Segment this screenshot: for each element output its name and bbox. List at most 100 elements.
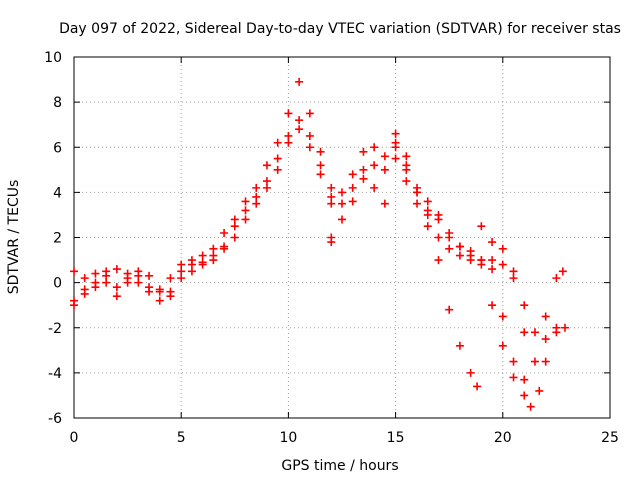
data-point	[338, 215, 346, 224]
data-point	[155, 285, 164, 294]
data-point	[262, 161, 271, 170]
data-point	[413, 183, 422, 192]
data-point	[91, 269, 100, 278]
data-point	[509, 357, 518, 366]
data-point	[455, 242, 464, 251]
data-point	[252, 192, 261, 201]
data-point	[359, 165, 368, 174]
data-point	[413, 199, 422, 208]
series-track-d	[327, 129, 561, 344]
data-point	[498, 260, 507, 269]
data-point	[520, 328, 529, 337]
data-point	[80, 274, 89, 283]
data-point	[488, 301, 497, 310]
data-point	[166, 274, 175, 283]
grid-lines	[74, 57, 610, 418]
data-point	[445, 244, 454, 253]
data-point	[402, 152, 411, 161]
data-point	[220, 228, 229, 237]
data-point	[155, 296, 164, 305]
data-point	[488, 238, 497, 247]
data-point	[252, 183, 261, 192]
data-point	[295, 77, 304, 86]
data-point	[348, 170, 357, 179]
data-point	[434, 233, 443, 242]
data-point	[359, 174, 368, 183]
data-point	[177, 267, 186, 276]
data-point	[112, 265, 121, 274]
data-point	[380, 199, 389, 208]
data-point	[488, 256, 497, 265]
y-tick-label: -2	[48, 321, 62, 337]
y-tick-label: -4	[48, 366, 62, 382]
chart-title: Day 097 of 2022, Sidereal Day-to-day VTE…	[59, 21, 621, 37]
data-point	[241, 215, 250, 224]
series-track-h	[477, 260, 569, 411]
series-track-e	[327, 154, 482, 391]
data-point	[402, 177, 411, 186]
data-point	[273, 154, 282, 163]
data-point	[558, 267, 567, 276]
data-point	[230, 233, 239, 242]
data-point	[466, 368, 475, 377]
data-point	[305, 143, 314, 152]
y-tick-label: 2	[53, 231, 62, 247]
data-point	[112, 292, 121, 301]
data-point	[509, 267, 518, 276]
data-markers	[70, 77, 569, 411]
data-point	[560, 323, 569, 332]
data-point	[305, 109, 314, 118]
data-point	[252, 199, 261, 208]
data-point	[327, 238, 336, 247]
data-point	[70, 301, 78, 310]
data-point	[535, 386, 544, 395]
data-point	[187, 267, 196, 276]
data-point	[284, 131, 293, 140]
data-point	[316, 170, 325, 179]
data-point	[455, 251, 464, 260]
data-point	[80, 285, 89, 294]
data-point	[541, 335, 550, 344]
data-point	[112, 283, 121, 292]
data-point	[391, 154, 400, 163]
data-point	[273, 165, 282, 174]
data-point	[284, 138, 293, 147]
data-point	[473, 382, 482, 391]
x-tick-label: 10	[279, 430, 297, 446]
x-tick-label: 20	[494, 430, 512, 446]
data-point	[520, 301, 529, 310]
data-point	[187, 260, 196, 269]
data-point	[466, 247, 475, 256]
data-point	[209, 244, 218, 253]
data-point	[166, 287, 175, 296]
data-point	[530, 328, 539, 337]
data-point	[241, 197, 250, 206]
data-point	[445, 233, 454, 242]
data-point	[391, 143, 400, 152]
x-tick-label: 15	[387, 430, 405, 446]
data-point	[526, 402, 535, 411]
series-track-c	[70, 116, 336, 310]
data-point	[348, 197, 357, 206]
data-point	[102, 267, 111, 276]
data-point	[509, 373, 518, 382]
data-point	[434, 256, 443, 265]
data-point	[220, 242, 229, 251]
data-point	[423, 210, 432, 219]
series-track-f	[338, 138, 529, 384]
y-tick-label: 4	[53, 185, 62, 201]
data-point	[498, 312, 507, 321]
data-point	[402, 161, 411, 170]
data-point	[509, 274, 518, 283]
data-point	[305, 131, 314, 140]
x-tick-label: 5	[177, 430, 186, 446]
data-point	[241, 206, 250, 215]
data-point	[434, 210, 443, 219]
data-point	[466, 256, 475, 265]
data-point	[530, 357, 539, 366]
data-point	[477, 222, 486, 231]
data-point	[380, 165, 389, 174]
data-point	[455, 341, 464, 350]
data-point	[284, 109, 293, 118]
